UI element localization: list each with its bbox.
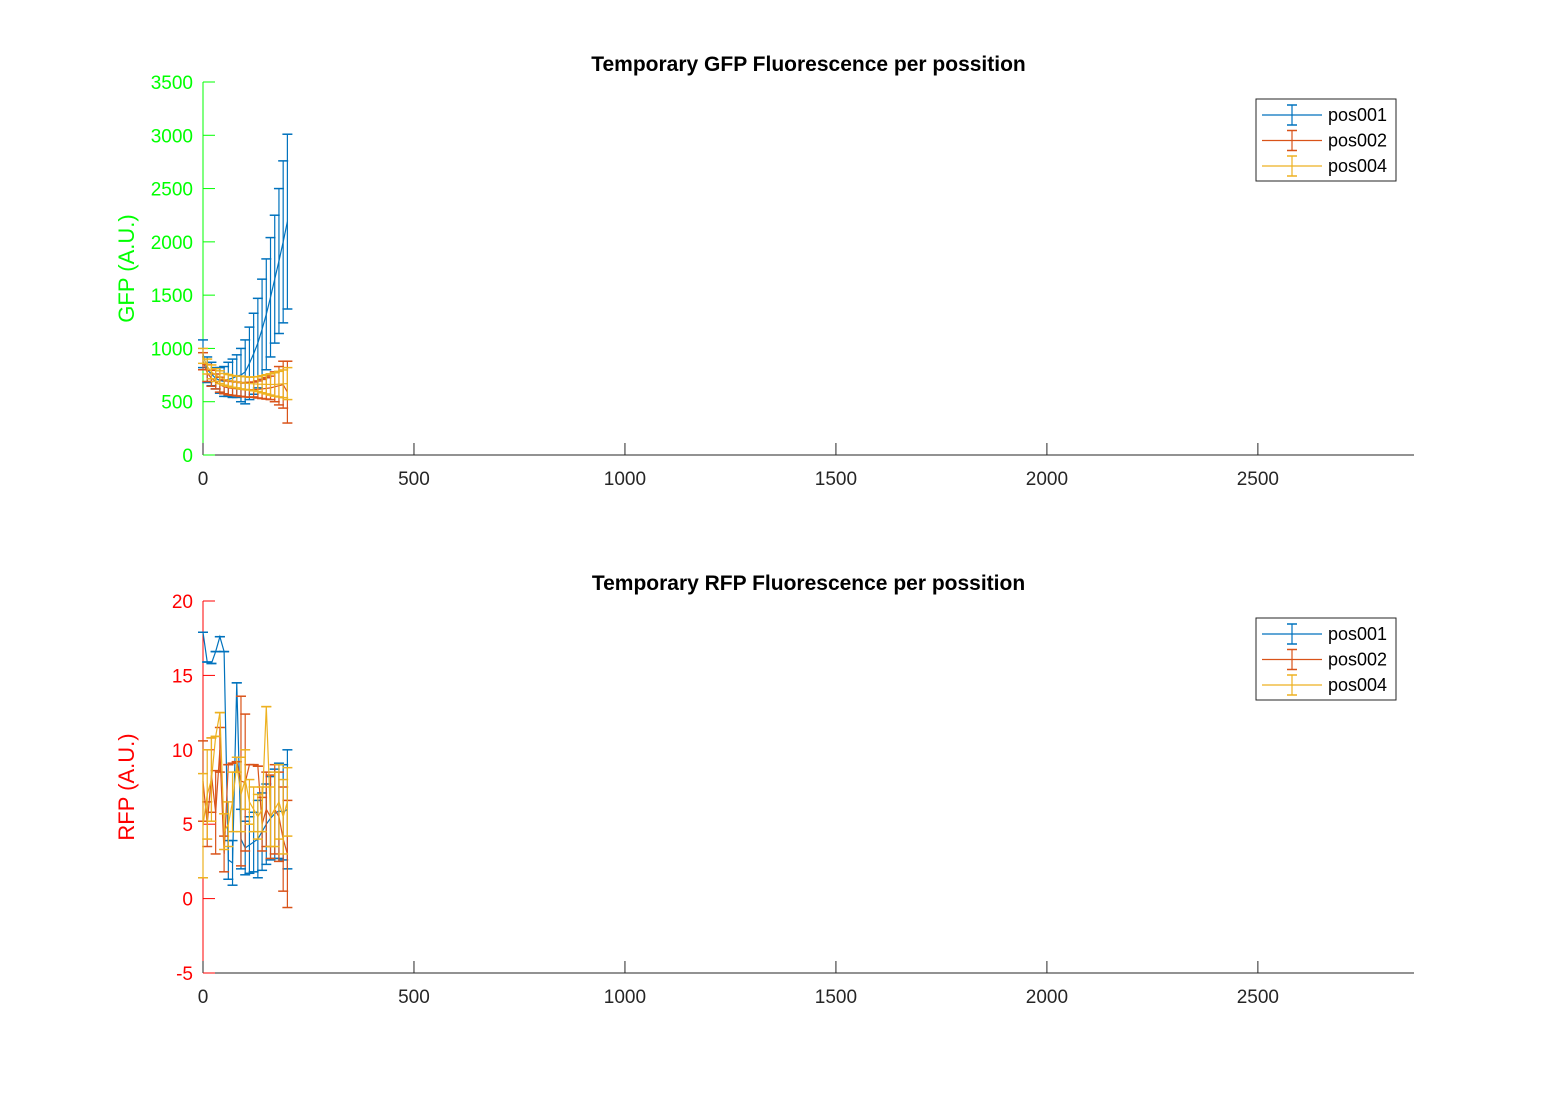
legend-label: pos002 bbox=[1328, 131, 1387, 151]
legend-item-pos001: pos001 bbox=[1262, 623, 1387, 645]
x-tick-label: 1000 bbox=[604, 469, 646, 490]
y-tick-label: 10 bbox=[172, 741, 193, 762]
chart-title: Temporary RFP Fluorescence per possition bbox=[592, 572, 1025, 595]
legend: pos001 pos002 pos004 bbox=[1255, 98, 1397, 182]
series-pos004 bbox=[198, 347, 293, 401]
legend-label: pos004 bbox=[1328, 675, 1387, 695]
legend-item-pos002: pos002 bbox=[1262, 129, 1387, 152]
series-pos004 bbox=[198, 705, 293, 879]
x-tick-label: 0 bbox=[198, 469, 209, 490]
legend-label: pos002 bbox=[1328, 650, 1387, 670]
y-tick-label: 2000 bbox=[151, 233, 193, 254]
x-tick-label: 1500 bbox=[815, 469, 857, 490]
x-tick-label: 2500 bbox=[1237, 987, 1279, 1008]
x-tick-label: 2500 bbox=[1237, 469, 1279, 490]
chart-title: Temporary GFP Fluorescence per possition bbox=[591, 53, 1026, 76]
legend-label: pos001 bbox=[1328, 624, 1387, 644]
y-axis-label: GFP (A.U.) bbox=[114, 214, 139, 322]
legend-item-pos001: pos001 bbox=[1262, 104, 1387, 126]
legend-item-pos002: pos002 bbox=[1262, 648, 1387, 671]
chart-2: Temporary RFP Fluorescence per possition… bbox=[114, 572, 1414, 1008]
y-tick-label: 15 bbox=[172, 666, 193, 687]
x-tick-label: 2000 bbox=[1026, 987, 1068, 1008]
legend-item-pos004: pos004 bbox=[1262, 674, 1387, 696]
y-tick-label: 500 bbox=[161, 393, 193, 414]
y-axis-label: RFP (A.U.) bbox=[114, 733, 139, 840]
y-tick-label: -5 bbox=[176, 964, 193, 985]
y-tick-label: 3500 bbox=[151, 73, 193, 94]
legend-item-pos004: pos004 bbox=[1262, 155, 1387, 177]
x-tick-label: 1500 bbox=[815, 987, 857, 1008]
series-pos001 bbox=[198, 133, 293, 405]
y-tick-label: 20 bbox=[172, 592, 193, 613]
y-tick-label: 5 bbox=[182, 815, 193, 836]
legend: pos001 pos002 pos004 bbox=[1255, 617, 1397, 701]
y-tick-label: 1500 bbox=[151, 286, 193, 307]
x-tick-label: 0 bbox=[198, 987, 209, 1008]
x-tick-label: 2000 bbox=[1026, 469, 1068, 490]
x-tick-label: 1000 bbox=[604, 987, 646, 1008]
chart-1: Temporary GFP Fluorescence per possition… bbox=[114, 53, 1414, 490]
x-tick-label: 500 bbox=[398, 469, 430, 490]
y-tick-label: 0 bbox=[182, 446, 193, 467]
y-tick-label: 0 bbox=[182, 890, 193, 911]
legend-label: pos001 bbox=[1328, 105, 1387, 125]
x-tick-label: 500 bbox=[398, 987, 430, 1008]
y-tick-label: 2500 bbox=[151, 180, 193, 201]
y-tick-label: 3000 bbox=[151, 126, 193, 147]
y-tick-label: 1000 bbox=[151, 339, 193, 360]
legend-label: pos004 bbox=[1328, 156, 1387, 176]
